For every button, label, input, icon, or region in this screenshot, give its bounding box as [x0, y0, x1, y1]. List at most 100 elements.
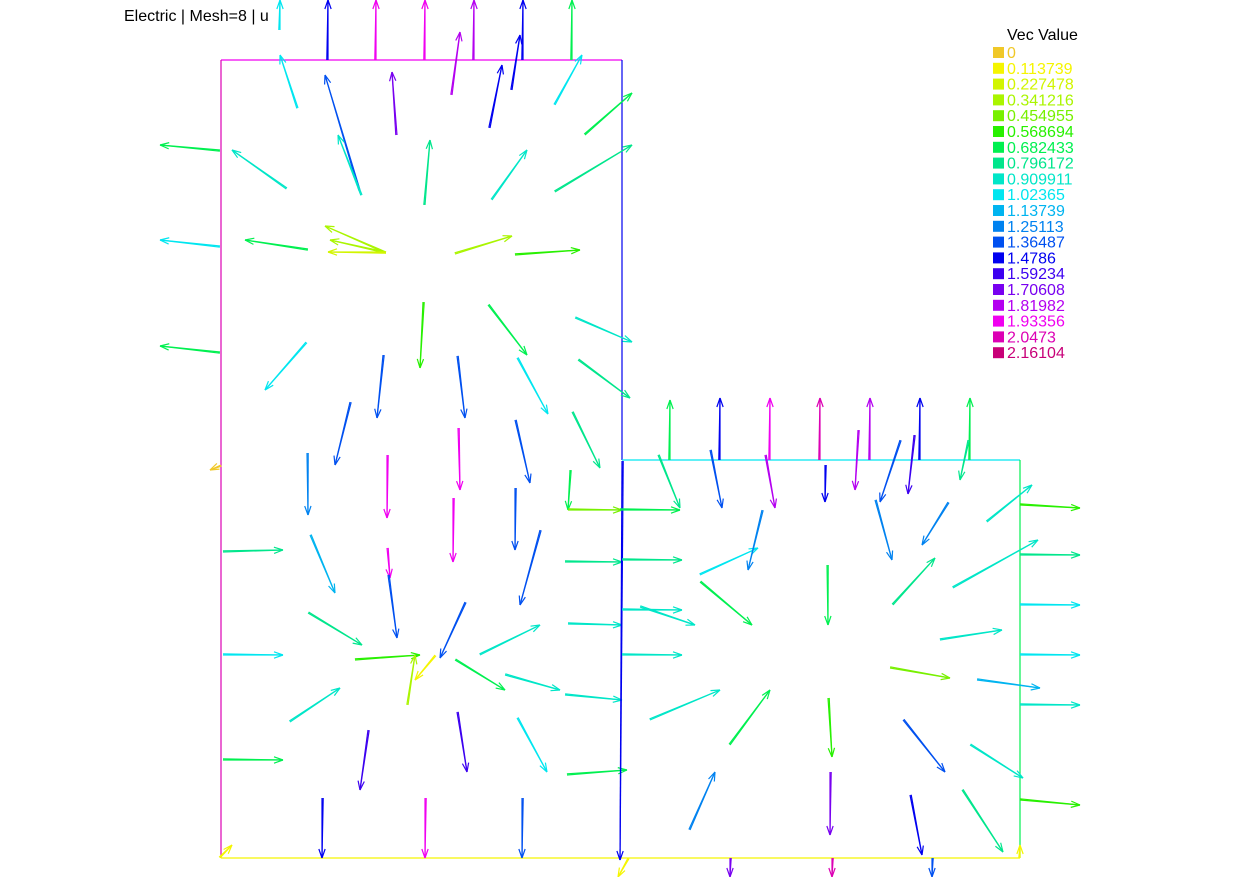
legend-swatch: [993, 299, 1004, 311]
vector-arrow: [222, 756, 284, 764]
vector-arrow: [621, 556, 683, 564]
legend-label: 2.0473: [1007, 329, 1056, 346]
legend-label: 1.36487: [1007, 235, 1065, 252]
legend-swatch: [993, 141, 1004, 153]
legend-swatch: [993, 236, 1004, 248]
vector-arrow: [333, 401, 352, 466]
vector-arrow: [159, 343, 221, 354]
vector-arrow: [307, 611, 363, 646]
vector-arrow: [450, 31, 463, 96]
legend-label: 0.682433: [1007, 140, 1074, 157]
vector-arrow: [1019, 701, 1081, 709]
vector-arrow: [372, 0, 380, 61]
vector-arrow: [821, 464, 829, 503]
vector-arrow: [454, 235, 513, 255]
vector-arrow: [939, 627, 1003, 641]
legend-label: 0.113739: [1007, 61, 1073, 78]
vector-arrow: [826, 771, 834, 836]
vector-arrow: [921, 501, 950, 546]
vector-arrow: [952, 539, 1039, 589]
vector-arrow: [209, 462, 222, 471]
vector-arrow: [828, 857, 836, 877]
vector-arrow: [766, 397, 774, 461]
vector-arrow: [244, 237, 309, 251]
vector-arrow: [889, 666, 951, 681]
legend-label: 0.909911: [1007, 171, 1073, 188]
vector-arrow: [928, 857, 936, 877]
vector-arrow: [324, 225, 387, 254]
vector-arrow: [716, 397, 724, 461]
legend-swatch: [993, 173, 1004, 185]
legend-swatch: [993, 157, 1004, 169]
vector-arrow: [318, 797, 326, 859]
vector-arrow: [470, 0, 478, 61]
vector-arrow: [553, 54, 583, 106]
vector-arrow: [583, 92, 633, 136]
legend-swatch: [993, 284, 1004, 295]
vector-arrow: [902, 718, 946, 773]
legend-label: 2.16104: [1007, 345, 1065, 362]
vector-arrow: [554, 144, 633, 193]
vector-arrow: [449, 497, 457, 563]
vector-arrow: [488, 64, 505, 129]
vector-arrow: [519, 0, 527, 61]
vector-arrow: [666, 399, 674, 461]
legend-label: 1.4786: [1007, 250, 1056, 267]
vector-arrow: [827, 697, 836, 758]
vector-arrow: [329, 238, 387, 254]
legend-label: 0.227478: [1007, 77, 1074, 94]
legend-swatch: [993, 47, 1004, 58]
vector-arrow: [354, 651, 421, 661]
legend-label: 1.59234: [1007, 266, 1065, 283]
vector-arrow: [1019, 601, 1081, 609]
vector-arrow: [564, 558, 623, 566]
vector-arrow: [905, 434, 916, 495]
vector-arrow: [231, 149, 288, 190]
vector-arrow: [504, 673, 561, 692]
vector-arrow: [516, 357, 549, 415]
vector-arrow: [454, 658, 506, 691]
vector-arrow: [511, 487, 519, 551]
vector-arrow: [327, 248, 387, 256]
vector-arrow: [421, 797, 429, 859]
legend-swatch: [993, 110, 1004, 122]
vector-arrow: [490, 149, 528, 201]
vector-arrow: [728, 689, 771, 746]
vector-arrow: [423, 139, 434, 206]
vector-arrow: [567, 621, 623, 629]
vector-arrow: [516, 717, 548, 773]
vector-arrow: [456, 355, 468, 419]
vector-arrow: [439, 601, 467, 659]
legend-label: 1.25113: [1007, 219, 1064, 236]
vector-arrow: [577, 358, 631, 399]
vector-arrow: [510, 34, 523, 91]
legend-title: Vec Value: [1007, 27, 1078, 44]
vector-arrow: [324, 74, 361, 191]
vector-arrow: [514, 246, 581, 256]
vector-arrow: [891, 557, 936, 606]
vector-arrow: [976, 678, 1041, 691]
vector-arrow: [564, 693, 623, 703]
legend-swatch: [993, 205, 1004, 216]
vector-arrow: [1019, 798, 1081, 808]
legend-swatch: [993, 62, 1004, 74]
legend-swatch: [993, 252, 1004, 264]
vector-arrow: [1019, 551, 1081, 559]
vector-arrow: [387, 574, 400, 639]
vector-arrow: [383, 454, 391, 519]
vector-arrow: [966, 397, 974, 461]
vector-arrow: [487, 303, 528, 356]
legend-swatch: [993, 347, 1004, 359]
vector-arrow: [568, 0, 576, 61]
vector-arrow: [619, 506, 681, 514]
vector-arrow: [567, 506, 623, 514]
vector-arrow: [969, 743, 1024, 779]
vector-arrow: [649, 689, 721, 721]
vector-arrow: [385, 547, 393, 579]
vector-arrow: [699, 580, 753, 626]
legend-swatch: [993, 331, 1004, 343]
legend-label: 1.93356: [1007, 314, 1065, 331]
legend-swatch: [993, 126, 1004, 137]
